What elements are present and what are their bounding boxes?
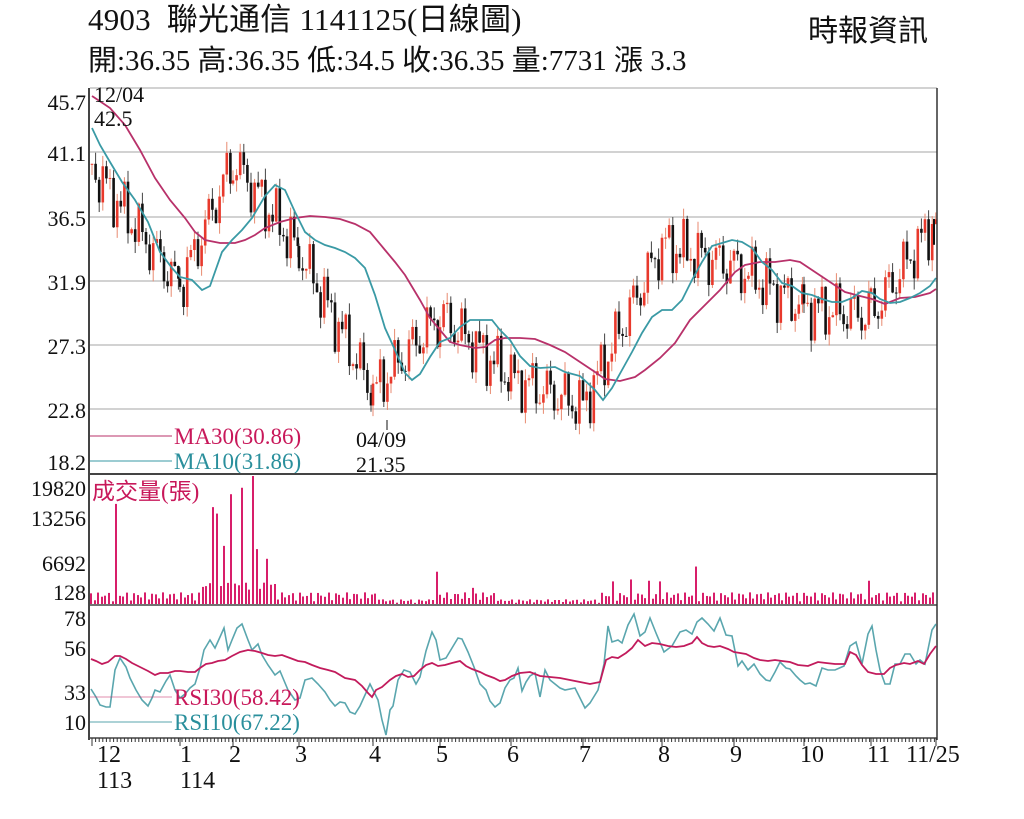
month-label-9: 9: [730, 742, 742, 768]
rsi30-legend: RSI30(58.42): [174, 685, 300, 710]
low-date-annotation: 04/09: [356, 427, 406, 452]
x-axis-labels: 12 113 1 114 2 3 4 5 6 7 8 9 10 11 11/25: [97, 742, 960, 794]
source-label: 時報資訊: [808, 15, 928, 48]
low-value-annotation: 21.35: [356, 452, 406, 477]
svg-text:19820: 19820: [31, 476, 86, 501]
svg-text:10: 10: [64, 710, 86, 735]
svg-text:31.9: 31.9: [48, 270, 87, 295]
month-label-2: 2: [229, 742, 241, 768]
svg-text:128: 128: [53, 580, 86, 605]
high-date-annotation: 12/04: [94, 82, 144, 107]
svg-text:27.3: 27.3: [48, 334, 87, 359]
ma10-legend: MA10(31.86): [174, 449, 301, 474]
svg-text:13256: 13256: [31, 506, 86, 531]
volume-panel-title: 成交量(張): [92, 479, 199, 504]
month-label-5: 5: [436, 742, 448, 768]
svg-text:78: 78: [64, 606, 86, 631]
svg-text:18.2: 18.2: [48, 450, 87, 475]
ma30-line: [91, 95, 937, 382]
month-label-7: 7: [579, 742, 591, 768]
svg-text:36.5: 36.5: [48, 206, 87, 231]
year-label-114: 114: [180, 768, 215, 794]
ma10-line: [91, 127, 937, 402]
svg-text:41.1: 41.1: [48, 141, 87, 166]
svg-text:22.8: 22.8: [48, 398, 87, 423]
month-label-6: 6: [507, 742, 519, 768]
chart-title: 4903 聯光通信 1141125(日線圖): [88, 2, 522, 37]
svg-text:45.7: 45.7: [48, 90, 87, 115]
volume-y-axis: 19820 13256 6692 128: [31, 476, 86, 605]
rsi10-line: [90, 611, 937, 736]
high-value-annotation: 42.5: [94, 106, 133, 131]
rsi30-line: [90, 635, 937, 699]
rsi-y-axis: 78 56 33 10: [64, 606, 86, 735]
month-label-3: 3: [295, 742, 307, 768]
x-axis-ticks: [91, 738, 937, 746]
volume-bars: [90, 476, 934, 604]
month-label-4: 4: [369, 742, 381, 768]
svg-text:6692: 6692: [42, 551, 86, 576]
ma30-legend: MA30(30.86): [174, 424, 301, 449]
year-label-113: 113: [97, 768, 132, 794]
month-label-10: 10: [800, 742, 824, 768]
end-date-label: 11/25: [906, 742, 960, 768]
rsi10-legend: RSI10(67.22): [174, 710, 300, 735]
price-y-axis: 45.7 41.1 36.5 31.9 27.3 22.8 18.2: [48, 90, 87, 475]
month-label-11: 11: [867, 742, 890, 768]
ohlc-stats: 開:36.35 高:36.35 低:34.5 收:36.35 量:7731 漲 …: [88, 45, 687, 77]
month-label-8: 8: [658, 742, 670, 768]
month-label-12: 12: [97, 742, 121, 768]
month-label-1: 1: [180, 742, 192, 768]
candlesticks: [90, 141, 938, 435]
svg-text:33: 33: [64, 680, 86, 705]
svg-text:56: 56: [64, 636, 86, 661]
